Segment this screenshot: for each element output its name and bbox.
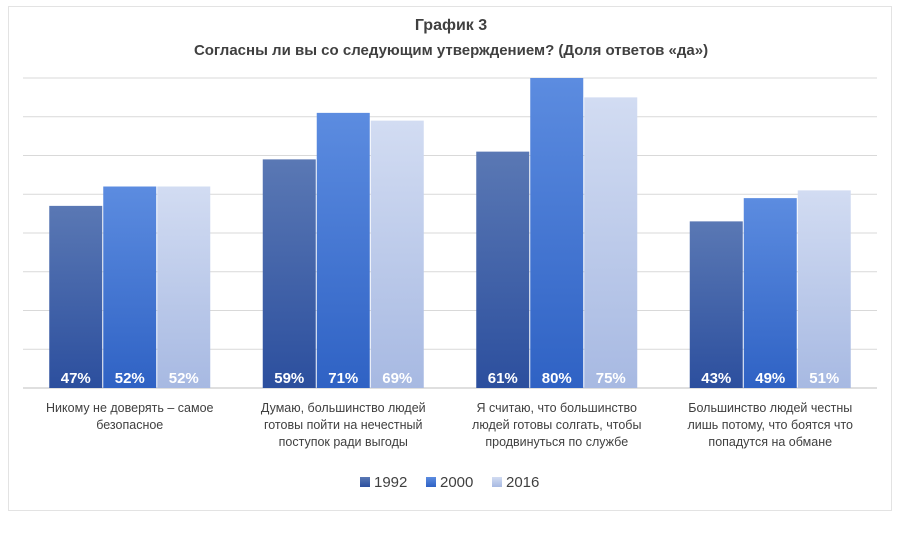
- value-label: 52%: [115, 370, 145, 387]
- bar-1992-1: [49, 205, 103, 388]
- value-label: 49%: [755, 370, 785, 387]
- bar-chart: График 3 Согласны ли вы со следующим утв…: [23, 17, 877, 491]
- category-label: Думаю, большинство людей готовы пойти на …: [261, 401, 426, 449]
- bar-2016-1: [157, 186, 211, 388]
- chart-frame: График 3 Согласны ли вы со следующим утв…: [8, 6, 892, 511]
- category-label: Я считаю, что большинство людей готовы со…: [472, 401, 641, 449]
- bar-1992-4: [689, 221, 743, 388]
- value-label: 71%: [328, 370, 358, 387]
- bar-2016-2: [370, 120, 424, 388]
- bar-2000-4: [743, 198, 797, 388]
- value-label: 43%: [701, 370, 731, 387]
- value-label: 59%: [274, 370, 304, 387]
- legend-label-1992: 1992: [374, 474, 407, 491]
- value-label: 51%: [809, 370, 839, 387]
- bar-1992-3: [476, 151, 530, 388]
- legend-label-2016: 2016: [506, 474, 539, 491]
- chart-subtitle: Согласны ли вы со следующим утверждением…: [194, 42, 708, 59]
- bar-2016-4: [797, 190, 851, 388]
- bar-1992-2: [262, 159, 316, 388]
- value-labels: 47% 52% 52% 59% 71% 69% 61% 80% 75% 43% 49% 51%: [61, 370, 840, 387]
- value-label: 47%: [61, 370, 91, 387]
- legend: 1992 2000 2016: [360, 474, 539, 491]
- category-labels: Никому не доверять – самое безопасное Дума…: [46, 401, 853, 449]
- value-label: 61%: [488, 370, 518, 387]
- chart-title: График 3: [415, 17, 487, 34]
- bar-2016-3: [584, 97, 638, 388]
- category-label: Большинство людей честны лишь потому, что…: [688, 401, 854, 449]
- value-label: 80%: [542, 370, 572, 387]
- value-label: 69%: [382, 370, 412, 387]
- legend-swatch-2016: [492, 477, 502, 487]
- value-label: 52%: [169, 370, 199, 387]
- category-label: Никому не доверять – самое безопасное: [46, 401, 214, 432]
- legend-swatch-2000: [426, 477, 436, 487]
- value-label: 75%: [596, 370, 626, 387]
- bar-2000-1: [103, 186, 157, 388]
- bars: [49, 78, 851, 388]
- bar-2000-2: [316, 112, 370, 388]
- legend-swatch-1992: [360, 477, 370, 487]
- bar-2000-3: [530, 78, 584, 388]
- legend-label-2000: 2000: [440, 474, 473, 491]
